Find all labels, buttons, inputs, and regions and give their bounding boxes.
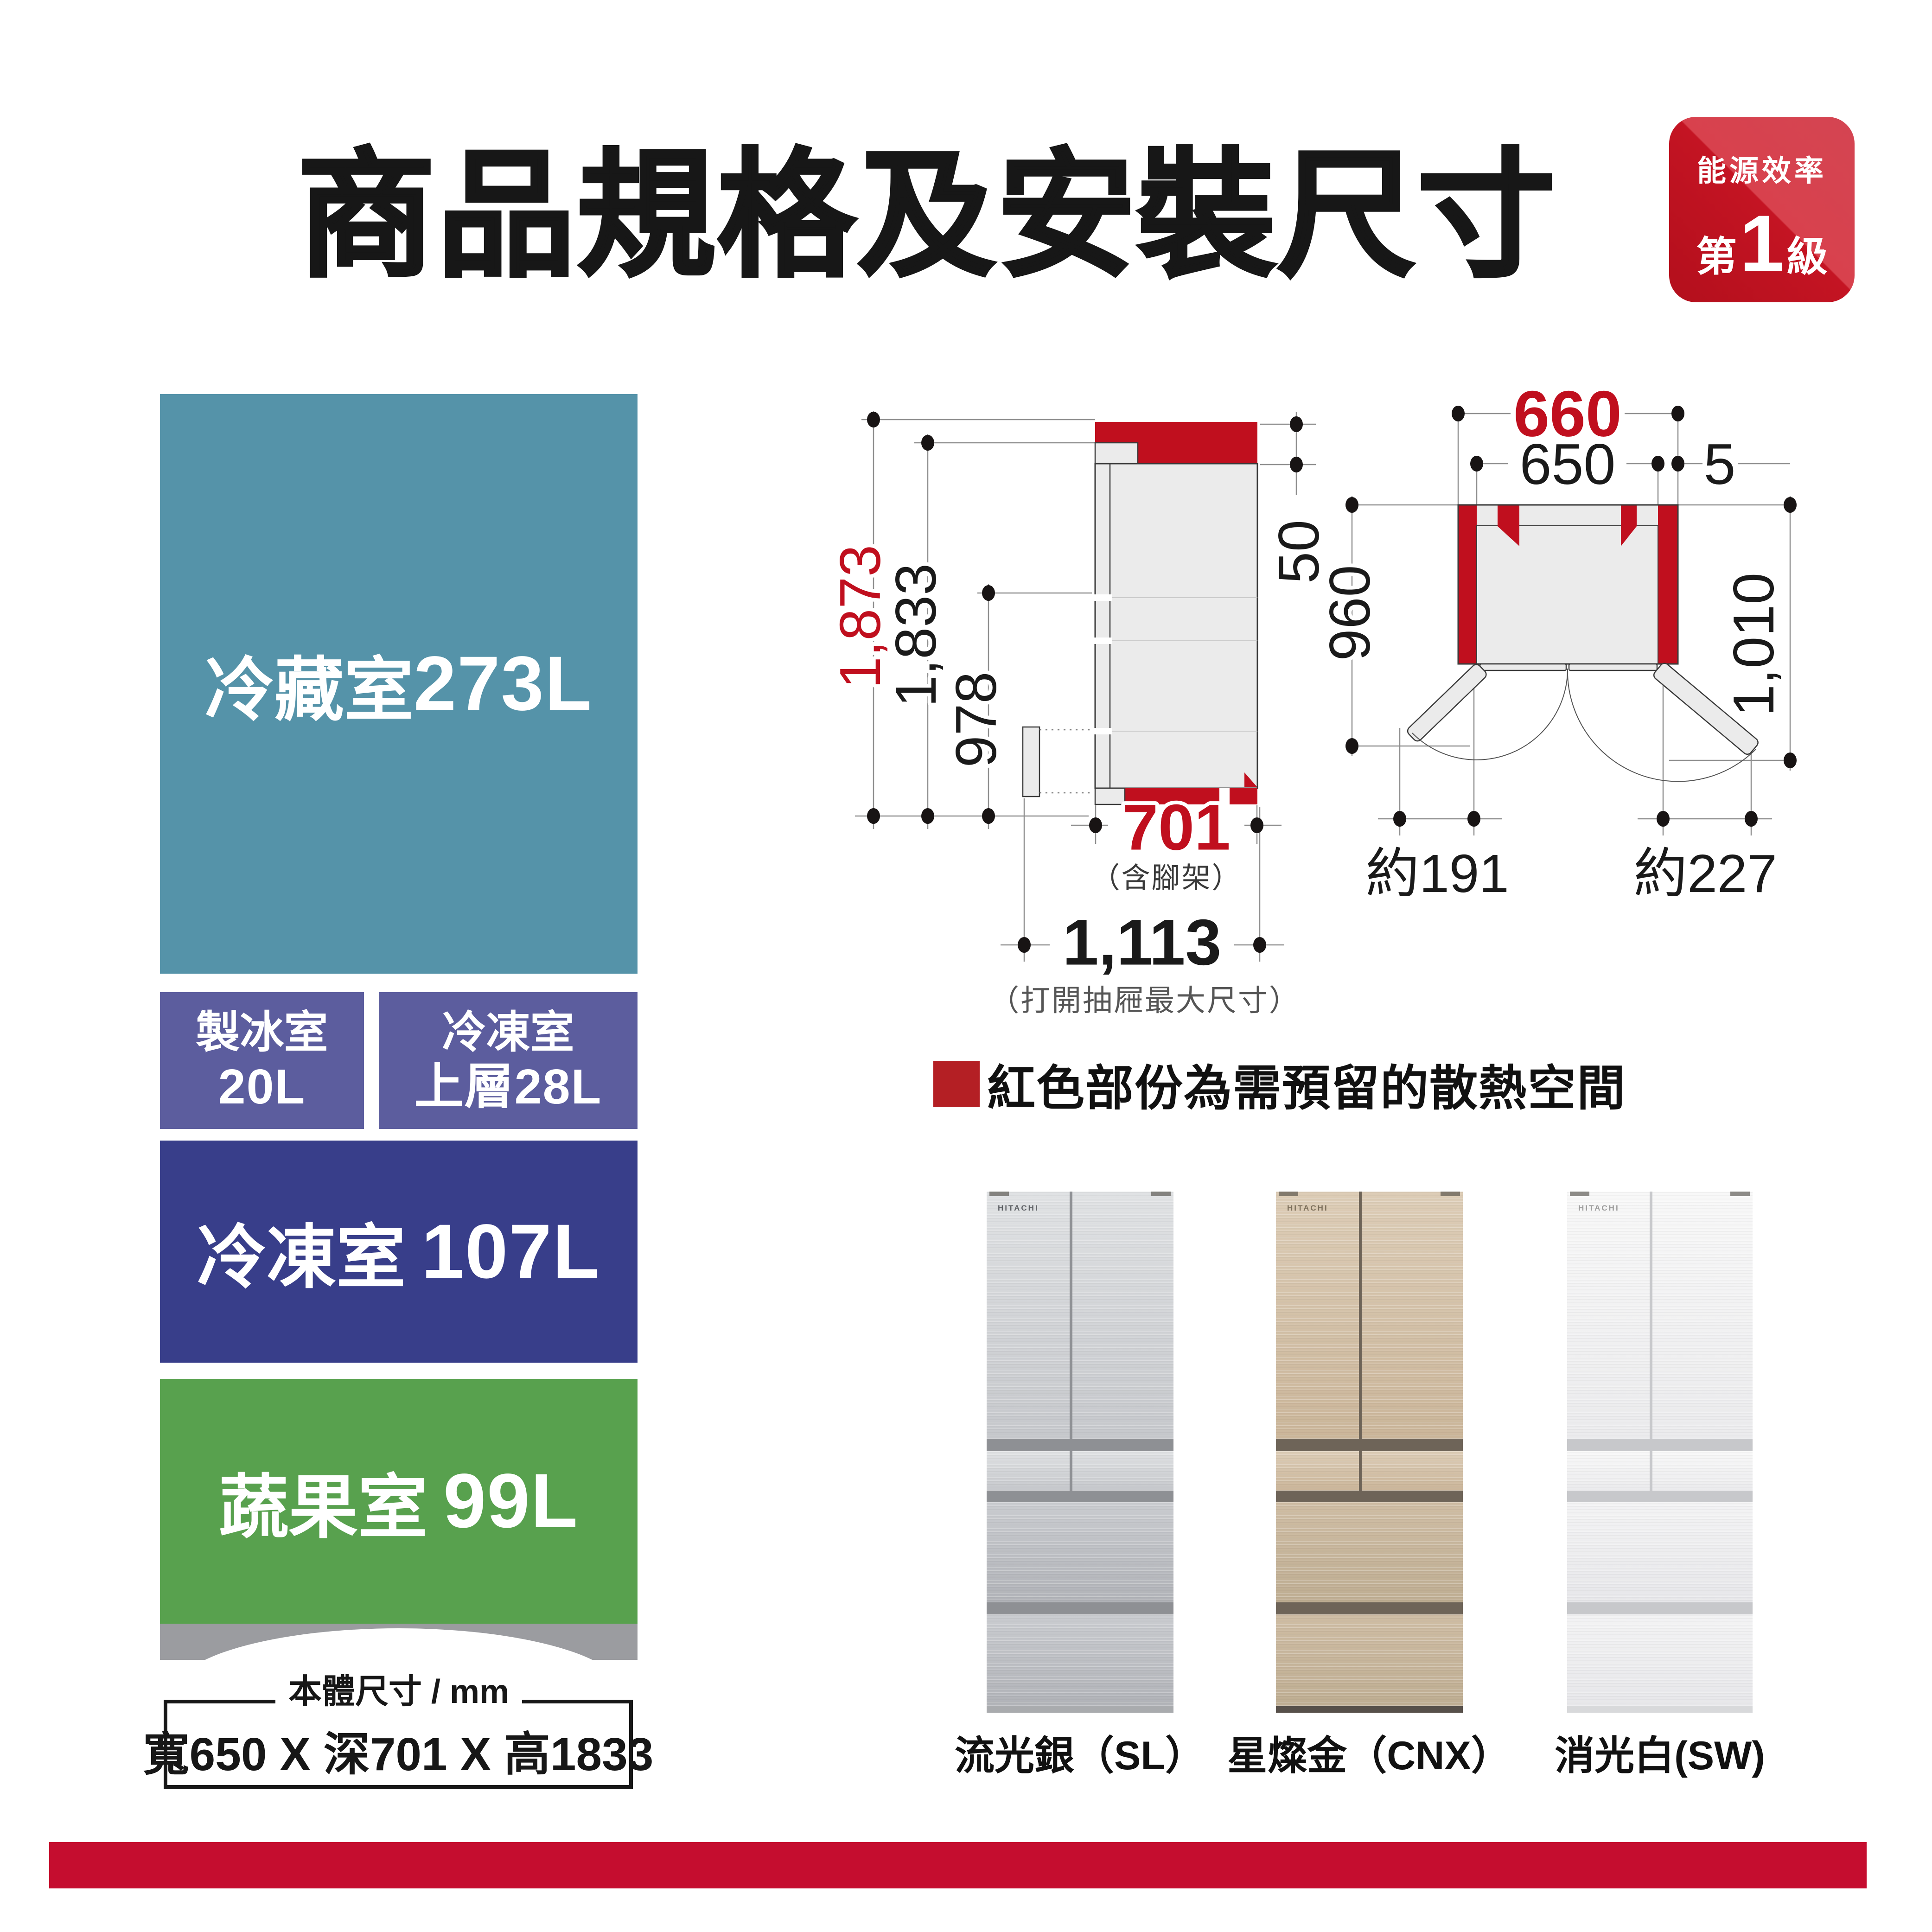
body-size-value: 寬650 X 深701 X 高1833 [143,1728,654,1780]
page-title: 商品規格及安裝尺寸 [296,137,1557,294]
fridge-mid-doors [1276,1451,1463,1491]
fridge-drawer-1 [1276,1502,1463,1602]
heat-note-text: 紅色部份為需預留的散熱空間 [987,1062,1626,1116]
fridge-top-doors [987,1192,1173,1439]
badge-grade-number: 1 [1740,199,1784,288]
dim-height-drawer: 978 [944,672,1008,768]
energy-efficiency-badge: 能源效率 第 1 級 [1669,117,1855,302]
model-label-sw: 消光白(SW) [1555,1734,1765,1778]
model-label-sl: 流光銀（SL） [955,1734,1205,1778]
top-dimension-labels: 660 650 5 960 1,010 約191 約227 [1326,385,1790,904]
fridge-kickplate [1567,1706,1753,1713]
left-door-swing-arc [1412,668,1569,760]
dim-width-clearance: 660 [1513,385,1622,450]
side-view-diagram: 1,873 1,833 978 50 701 （含腳架） 1,113 （打開抽屜… [825,411,1335,1021]
brand-logo: HITACHI [998,1204,1039,1212]
fridge-drawer-1 [987,1502,1173,1602]
fridge-drawer-2 [987,1614,1173,1706]
fridge-mid-doors [1567,1451,1753,1491]
right-door-open [1653,663,1759,755]
badge-line2: 第 1 級 [1669,204,1855,283]
capacity-block-ice: 製冰室 20L [160,992,364,1129]
fridge-top-doors [1567,1192,1753,1439]
fridge-kickplate [987,1706,1173,1713]
block-label: 冷凍室 [442,1007,574,1057]
hinge-icon [989,1192,1009,1196]
capacity-block-vegetable: 蔬果室 99L [160,1379,638,1624]
brand-logo: HITACHI [1287,1204,1328,1212]
fridge-drawer-2 [1567,1614,1753,1706]
right-door-swing-arc [1567,668,1756,782]
capacity-block-freezer-upper: 冷凍室 上層28L [379,992,638,1129]
block-label: 冷藏室 [204,650,414,729]
fridge-top-doors [1276,1192,1463,1439]
capacity-block-freezer: 冷凍室 107L [160,1141,638,1363]
body-size-box: 寬650 X 深701 X 高1833 [143,1700,653,1789]
dim-right-door: 約227 [1633,843,1777,904]
hinge-icon [1441,1192,1460,1196]
block-value: 20L [218,1059,306,1114]
capacity-block-fridge: 冷藏室 273L [160,394,638,974]
top-view-diagram: 660 650 5 960 1,010 約191 約227 [1326,385,1797,904]
dim-depth: 701 [1122,791,1231,864]
block-label: 冷凍室 [197,1218,406,1296]
fridge-image-sl: HITACHI [987,1192,1173,1713]
top-dimension-dots [1345,406,1797,827]
side-fridge-body [1022,422,1258,805]
dim-open-depth: 1,113 [1063,906,1222,979]
model-label-cnx: 星燦金（CNX） [1227,1734,1511,1778]
side-dimension-dots [867,412,1303,953]
block-value: 107L [421,1208,601,1294]
dim-left-door: 約191 [1365,843,1509,904]
block-value: 上層28L [414,1059,602,1114]
hinge-icon [1730,1192,1750,1196]
open-drawer-outline [1022,726,1040,797]
dim-height-body: 1,833 [884,563,948,707]
side-dimension-labels: 1,873 1,833 978 50 701 （含腳架） 1,113 （打開抽屜… [825,516,1335,1021]
body-size-caption: 本體尺寸 / mm [160,1674,638,1710]
fridge-image-cnx: HITACHI [1276,1192,1463,1713]
dim-open-depth-note: （打開抽屜最大尺寸） [989,984,1300,1017]
fridge-kickplate [1276,1706,1463,1713]
hinge-icon [1279,1192,1298,1196]
hinge-icon [1570,1192,1589,1196]
dim-width: 650 [1520,433,1616,497]
block-label: 製冰室 [196,1007,328,1057]
hinge-icon [1151,1192,1171,1196]
bottom-accent-bar [49,1842,1867,1888]
dim-top-clearance: 50 [1267,520,1331,584]
fridge-drawer-1 [1567,1502,1753,1602]
brand-logo: HITACHI [1578,1204,1620,1212]
dim-open-depth: 1,010 [1722,573,1786,716]
left-door-open [1407,663,1487,742]
dim-side-clearance: 5 [1704,433,1736,497]
red-legend-swatch [933,1060,980,1107]
heat-clearance-note: 紅色部份為需預留的散熱空間 [933,1049,1626,1119]
badge-line1: 能源效率 [1697,155,1827,187]
badge-suffix: 級 [1786,234,1828,280]
dim-height-total: 1,873 [829,545,893,689]
block-label: 蔬果室 [218,1468,427,1546]
dim-body-depth: 960 [1326,565,1382,661]
dim-depth-note: （含腳架） [1091,862,1242,894]
block-value: 273L [413,641,593,727]
fridge-drawer-2 [1276,1614,1463,1706]
block-value: 99L [443,1458,579,1544]
fridge-mid-doors [987,1451,1173,1491]
top-fridge-body [1407,504,1759,782]
badge-prefix: 第 [1696,234,1737,280]
fridge-image-sw: HITACHI [1567,1192,1753,1713]
fridge-base-graphic [160,1624,638,1758]
